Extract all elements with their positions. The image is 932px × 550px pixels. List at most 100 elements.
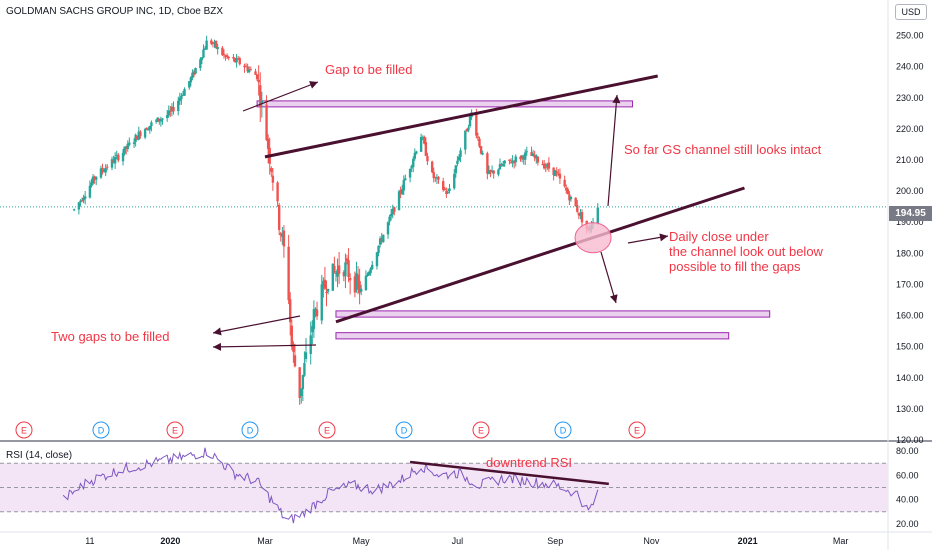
candle-body (364, 275, 368, 291)
rsi-trendline (409, 460, 609, 486)
candle-body (266, 138, 270, 149)
gap-zone (335, 310, 771, 318)
time-tick-label: Sep (547, 536, 563, 546)
candle-body (271, 175, 275, 183)
candle-body (224, 55, 227, 57)
candle-body (282, 230, 286, 247)
candle-body (497, 169, 500, 175)
time-tick-label: Mar (833, 536, 849, 546)
dividend-marker-label: D (98, 426, 105, 436)
candle-body (459, 150, 462, 157)
candle-body (375, 252, 379, 267)
candle-body (536, 156, 540, 163)
candle-body (445, 191, 448, 194)
candle-body (454, 165, 458, 174)
candle-body (557, 173, 560, 175)
candle-body (541, 164, 544, 166)
candle-body (442, 181, 445, 190)
channel-trendline (264, 74, 659, 159)
candle-body (232, 56, 235, 59)
candle-body (568, 194, 571, 201)
candle-body (514, 156, 517, 163)
candle-body (312, 309, 316, 329)
candle-body (191, 72, 194, 79)
candle-body (124, 146, 128, 149)
time-tick-label: 2020 (160, 536, 180, 546)
candle-body (492, 170, 495, 174)
price-tick-label: 200.00 (896, 186, 924, 196)
candle-body (243, 65, 246, 68)
candle-body (88, 185, 92, 198)
candle-body (371, 264, 374, 269)
candle-body (79, 200, 82, 203)
candle-body (533, 155, 536, 158)
candle-body (248, 69, 251, 73)
candle-body (426, 156, 429, 162)
candle-body (432, 172, 435, 179)
candle-body (435, 177, 439, 179)
candle-body (382, 234, 385, 243)
candle-body (355, 273, 358, 290)
candle-body (423, 136, 426, 144)
earnings-marker-label: E (172, 426, 178, 436)
candle-body (112, 159, 115, 163)
candle-body (419, 136, 423, 152)
candle-body (134, 134, 137, 142)
candle-body (377, 245, 380, 253)
gap-zone (256, 100, 633, 108)
candle-body (216, 47, 219, 50)
candle-body (430, 161, 434, 173)
candle-body (366, 274, 369, 276)
candle-body (189, 77, 193, 83)
candle-body (443, 188, 446, 190)
candle-body (544, 166, 547, 168)
candle-body (121, 152, 125, 162)
annotation-channel: So far GS channel still looks intact (624, 142, 822, 157)
candle-body (412, 158, 415, 168)
candle-body (389, 213, 393, 217)
candle-body (456, 160, 459, 165)
candle-body (393, 207, 396, 212)
candle-body (221, 47, 224, 56)
candle-body (244, 66, 248, 68)
candle-body (342, 272, 346, 277)
candle-body (233, 58, 237, 63)
currency-button[interactable]: USD (895, 4, 927, 20)
dividend-marker (241, 421, 259, 439)
price-tick-label: 140.00 (896, 373, 924, 383)
candle-body (344, 262, 347, 277)
time-tick-label: 11 (85, 536, 94, 546)
time-tick-label: 2021 (738, 536, 758, 546)
candle-body (104, 168, 107, 173)
candle-body (531, 153, 535, 157)
candle-body (334, 272, 338, 274)
candle-body (566, 189, 570, 195)
breakdown-highlight (574, 222, 612, 254)
candle-body (509, 162, 513, 164)
candle-body (552, 167, 555, 176)
arrow-to-note-head (659, 233, 668, 242)
candle-body (437, 177, 440, 180)
candle-body (276, 182, 279, 202)
candle-body (413, 152, 417, 159)
candle-body (525, 151, 529, 153)
arrow-up-target (607, 94, 618, 207)
candle-body (177, 100, 180, 111)
candle-body (596, 207, 599, 224)
candle-body (476, 136, 480, 138)
candle-body (260, 100, 264, 104)
candle-body (180, 95, 183, 100)
candle-body (235, 58, 238, 63)
candle-body (333, 266, 336, 272)
candle-body (489, 169, 492, 173)
candle-body (320, 284, 323, 321)
price-tick-label: 130.00 (896, 404, 924, 414)
candle-body (325, 291, 328, 293)
candle-body (524, 152, 527, 160)
candle-body (475, 113, 478, 136)
candle-body (211, 43, 215, 45)
candle-body (569, 196, 573, 200)
candle-body (137, 131, 140, 140)
candle-body (150, 122, 153, 127)
